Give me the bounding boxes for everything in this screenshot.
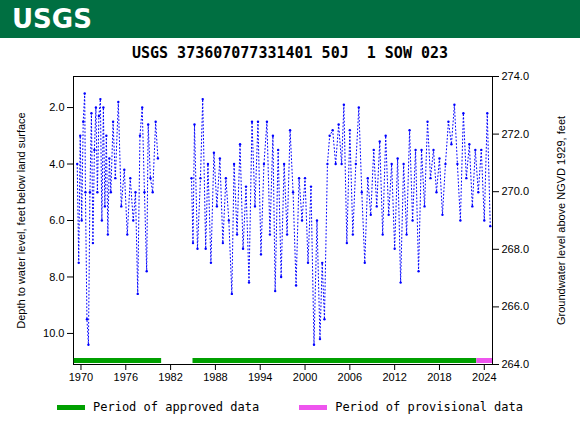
svg-text:1970: 1970 (69, 371, 93, 383)
svg-text:Depth to water level, feet bel: Depth to water level, feet below land su… (15, 112, 27, 328)
svg-text:272.0: 272.0 (502, 128, 530, 140)
svg-text:2012: 2012 (382, 371, 406, 383)
svg-text:2006: 2006 (338, 371, 362, 383)
svg-text:268.0: 268.0 (502, 243, 530, 255)
svg-text:266.0: 266.0 (502, 300, 530, 312)
svg-text:274.0: 274.0 (502, 70, 530, 82)
svg-text:2000: 2000 (293, 371, 317, 383)
svg-text:264.0: 264.0 (502, 358, 530, 370)
svg-text:1976: 1976 (114, 371, 138, 383)
svg-text:2.0: 2.0 (49, 101, 64, 113)
svg-text:1994: 1994 (248, 371, 272, 383)
html-text:Period of approved data: Period of approved data (93, 400, 260, 414)
svg-text:10.0: 10.0 (43, 327, 64, 339)
svg-text:1982: 1982 (158, 371, 182, 383)
svg-text:1988: 1988 (203, 371, 227, 383)
html-text:Period of provisional data: Period of provisional data (335, 400, 523, 414)
svg-text:2018: 2018 (427, 371, 451, 383)
svg-text:6.0: 6.0 (49, 214, 64, 226)
html-text:USGS: USGS (12, 4, 92, 34)
svg-text:2024: 2024 (472, 371, 496, 383)
svg-text:270.0: 270.0 (502, 185, 530, 197)
svg-text:8.0: 8.0 (49, 270, 64, 282)
html-text:USGS 373607077331401 50J 1 SOW: USGS 373607077331401 50J 1 SOW 023 (132, 44, 448, 62)
svg-text:4.0: 4.0 (49, 158, 64, 170)
svg-text:Groundwater level above NGVD 1: Groundwater level above NGVD 1929, feet (555, 116, 567, 325)
